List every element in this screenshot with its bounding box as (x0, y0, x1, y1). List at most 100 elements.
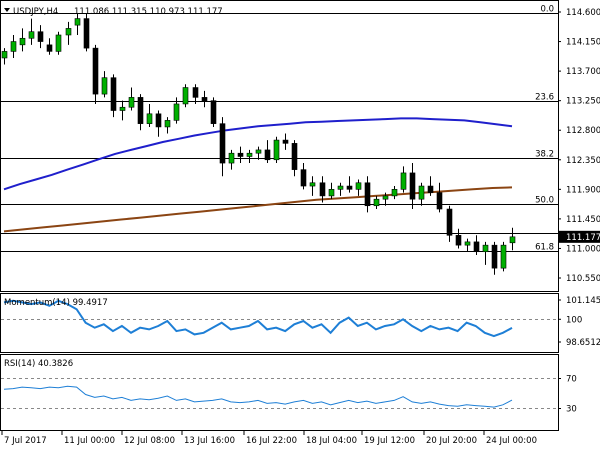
ma-line-ma200 (3, 186, 513, 233)
candle-bull (400, 172, 407, 190)
candle-bull (273, 139, 280, 161)
time-tick-label: 16 Jul 22:00 (246, 436, 297, 446)
candle-bull (173, 103, 180, 121)
time-tick-label: 7 Jul 2017 (4, 436, 47, 446)
momentum-tick-label: 101.1450 (566, 296, 600, 306)
price-tick-label: 110.550 (566, 274, 600, 284)
candle-bull (101, 77, 108, 95)
candle-bull (464, 241, 471, 246)
candle-bear (219, 123, 226, 164)
fib-label: 50.0 (535, 196, 554, 206)
candle-bull (373, 198, 380, 207)
candle-bear (192, 87, 199, 98)
candle-bull (146, 113, 153, 124)
candle-bull (128, 97, 135, 108)
candle-bear (291, 143, 298, 170)
candle-bear (473, 241, 480, 253)
candle-bull (246, 152, 253, 157)
candle-bear (319, 182, 326, 197)
momentum-line (3, 299, 513, 338)
candle-bull (255, 149, 262, 154)
candle-bear (346, 185, 353, 190)
candle-bear (83, 18, 90, 49)
current-price-label: 111.177 (566, 233, 600, 243)
candle-bear (364, 182, 371, 207)
time-axis: 7 Jul 2017 11 Jul 00:00 12 Jul 08:00 13 Jul… (1, 431, 537, 446)
candle-bull (355, 182, 362, 190)
rsi-label: RSI(14) 40.3826 (4, 359, 73, 369)
price-tick-label: 111.900 (566, 185, 600, 195)
price-tick-label: 113.700 (566, 67, 600, 77)
candle-bear (282, 139, 289, 144)
chart-symbol: USDJPY,H4 (13, 7, 58, 17)
candle-bull (55, 34, 62, 52)
time-tick-label: 19 Jul 12:00 (364, 436, 415, 446)
fib-label: 0.0 (540, 5, 554, 15)
rsi-panel-frame (0, 354, 559, 431)
price-axis: 114.600 114.150 113.700 113.250 112.800 112.3… (558, 8, 600, 284)
fib-label: 61.8 (535, 243, 554, 253)
candle-bear (491, 244, 498, 269)
candles (1, 13, 516, 275)
candle-bear (300, 169, 307, 187)
time-tick-label: 13 Jul 16:00 (184, 436, 235, 446)
candle-bear (155, 113, 162, 128)
time-tick-label: 20 Jul 20:00 (426, 436, 477, 446)
candle-bull (1, 51, 8, 59)
candle-bull (19, 37, 26, 46)
moving-averages (3, 117, 513, 233)
momentum-tick-label: 98.6512 (566, 338, 600, 348)
candle-bear (210, 100, 217, 124)
candle-bear (201, 97, 208, 101)
time-tick-label: 24 Jul 00:00 (486, 436, 537, 446)
price-tick-label: 111.000 (566, 244, 600, 254)
candle-bull (10, 41, 17, 52)
candle-bear (455, 235, 462, 246)
rsi-indicator: 70 30 (1, 375, 577, 415)
fib-label: 38.2 (535, 150, 554, 160)
fib-label: 23.6 (535, 93, 554, 103)
candle-bull (500, 244, 507, 269)
momentum-indicator: 101.1450 100 98.6512 (1, 296, 600, 348)
candle-bear (264, 149, 271, 161)
candle-bear (436, 192, 443, 210)
current-price-tag (558, 230, 600, 243)
candle-bear (137, 97, 144, 124)
candle-bear (446, 208, 453, 236)
candle-bear (92, 47, 99, 95)
rsi-tick-label: 30 (566, 405, 577, 415)
candle-bull (119, 106, 126, 111)
candle-bull (337, 185, 344, 190)
dropdown-triangle-icon[interactable] (4, 8, 10, 12)
candle-bull (328, 189, 335, 197)
rsi-line (3, 385, 513, 408)
momentum-tick-label: 100 (566, 315, 582, 325)
time-tick-label: 18 Jul 04:00 (306, 436, 357, 446)
time-tick-label: 12 Jul 08:00 (124, 436, 175, 446)
rsi-tick-label: 70 (566, 375, 577, 385)
ma-line-ma100 (3, 117, 513, 191)
candle-bull (509, 236, 516, 244)
candle-bull (65, 28, 72, 36)
candle-bull (164, 120, 171, 128)
time-tick-label: 11 Jul 00:00 (64, 436, 115, 446)
price-tick-label: 114.600 (566, 8, 600, 18)
candle-bull (482, 244, 489, 253)
price-tick-label: 112.800 (566, 126, 600, 136)
candle-bull (28, 31, 35, 39)
candle-bull (418, 185, 425, 200)
candle-bull (391, 189, 398, 197)
candle-bear (37, 31, 44, 42)
candle-bull (309, 182, 316, 187)
momentum-label: Momentum(14) 99.4917 (4, 298, 108, 308)
candle-bull (74, 18, 81, 26)
price-tick-label: 114.150 (566, 38, 600, 48)
price-tick-label: 112.350 (566, 156, 600, 166)
price-tick-label: 111.450 (566, 215, 600, 225)
candle-bull (182, 87, 189, 105)
price-tick-label: 113.250 (566, 97, 600, 107)
candle-bear (409, 172, 416, 200)
candle-bear (46, 44, 53, 52)
candle-bear (427, 185, 434, 193)
